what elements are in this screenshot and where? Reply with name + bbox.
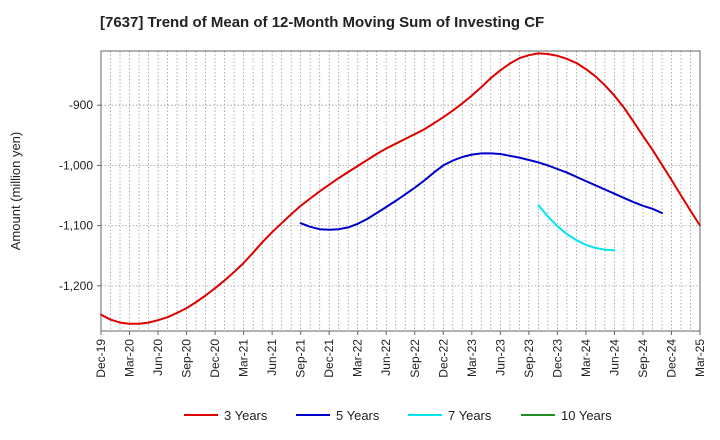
x-tick-label: Mar-20 bbox=[123, 339, 137, 377]
x-tick-label: Mar-23 bbox=[465, 339, 479, 377]
x-tick-label: Mar-25 bbox=[693, 339, 707, 377]
x-tick-label: Dec-21 bbox=[322, 339, 336, 378]
x-tick-label: Dec-19 bbox=[94, 339, 108, 378]
series-line-3-years bbox=[100, 52, 701, 325]
y-tick-label: -1,000 bbox=[59, 158, 93, 172]
y-ticks: -900 -1,000 -1,100 -1,200 bbox=[59, 98, 101, 293]
x-tick-label: Jun-21 bbox=[265, 339, 279, 376]
x-tick-label: Dec-22 bbox=[436, 339, 450, 378]
legend-label: 3 Years bbox=[224, 408, 268, 423]
x-tick-label: Jun-20 bbox=[151, 339, 165, 376]
y-tick-label: -1,100 bbox=[59, 219, 93, 233]
series-line-7-years bbox=[537, 204, 616, 252]
x-tick-label: Dec-23 bbox=[550, 339, 564, 378]
chart-title: [7637] Trend of Mean of 12-Month Moving … bbox=[100, 14, 544, 31]
series-line-5-years bbox=[299, 152, 663, 231]
plot-border bbox=[100, 50, 701, 332]
x-tick-label: Jun-23 bbox=[493, 339, 507, 376]
legend-label: 7 Years bbox=[448, 408, 492, 423]
x-tick-label: Sep-24 bbox=[636, 339, 650, 378]
x-tick-label: Sep-21 bbox=[294, 339, 308, 378]
legend-label: 10 Years bbox=[561, 408, 612, 423]
y-tick-label: -900 bbox=[69, 98, 93, 112]
x-tick-label: Sep-22 bbox=[408, 339, 422, 378]
y-axis-label: Amount (million yen) bbox=[8, 132, 23, 251]
x-tick-label: Jun-22 bbox=[379, 339, 393, 376]
x-tick-label: Mar-22 bbox=[351, 339, 365, 377]
legend-label: 5 Years bbox=[336, 408, 380, 423]
y-tick-label: -1,200 bbox=[59, 279, 93, 293]
grid bbox=[100, 51, 701, 331]
x-tick-label: Mar-24 bbox=[579, 339, 593, 377]
x-tick-label: Dec-20 bbox=[208, 339, 222, 378]
x-tick-label: Sep-23 bbox=[522, 339, 536, 378]
x-tick-label: Mar-21 bbox=[237, 339, 251, 377]
x-tick-label: Dec-24 bbox=[664, 339, 678, 378]
x-tick-label: Jun-24 bbox=[607, 339, 621, 376]
x-tick-label: Sep-20 bbox=[180, 339, 194, 378]
x-ticks: Dec-19 Mar-20 Jun-20 Sep-20 Dec-20 Mar-21 Jun-… bbox=[94, 331, 707, 378]
series-layer bbox=[100, 52, 701, 325]
legend: 3 Years 5 Years 7 Years 10 Years bbox=[184, 408, 612, 423]
